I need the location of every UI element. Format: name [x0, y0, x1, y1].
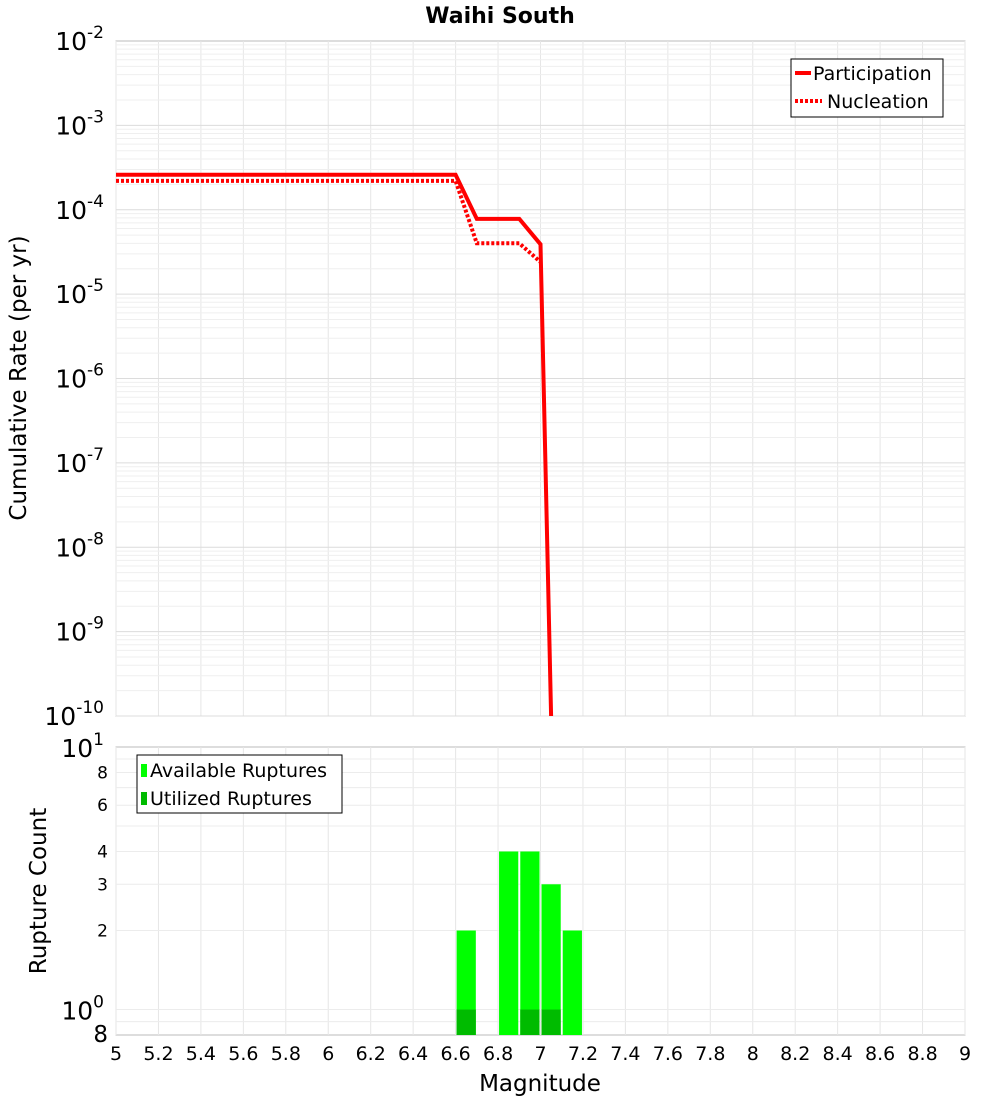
x-tick-label: 5.6 — [228, 1043, 258, 1065]
utilized-bar — [520, 1009, 540, 1035]
available-bar — [520, 851, 540, 1035]
count-y-tick-label: 6 — [97, 796, 108, 816]
x-tick-label: 8.6 — [865, 1043, 895, 1065]
rate-gridlines — [115, 41, 966, 717]
legend-utilized-swatch — [141, 792, 147, 805]
count-y-axis-label: Rupture Count — [26, 808, 52, 974]
x-tick-label: 8.2 — [780, 1043, 810, 1065]
legend-nucleation-label: Nucleation — [827, 91, 929, 113]
rate-y-tick-labels: 10-10 10-9 10-8 10-7 10-6 10-5 10-4 10-3 10-2 — [44, 23, 104, 731]
count-y-tick-label: 100 — [61, 993, 104, 1026]
x-tick-labels: 5 5.2 5.4 5.6 5.8 6 6.2 6.4 6.6 6.8 7 7.2 7.4 7.6 7.8 8… — [110, 1043, 971, 1065]
count-y-tick-label: 101 — [61, 730, 104, 763]
x-tick-label: 6.4 — [398, 1043, 428, 1065]
x-tick-label: 6.2 — [356, 1043, 386, 1065]
rate-y-tick-label: 10-7 — [55, 445, 104, 478]
x-tick-label: 7.8 — [695, 1043, 725, 1065]
available-bar — [456, 930, 476, 1035]
count-y-tick-label: 2 — [97, 922, 108, 942]
chart-title: Waihi South — [425, 4, 575, 29]
count-bars — [456, 851, 582, 1035]
legend-available-swatch — [141, 764, 147, 777]
rate-y-axis-label: Cumulative Rate (per yr) — [6, 235, 32, 520]
count-y-tick-label: 4 — [97, 842, 108, 862]
x-tick-label: 8.8 — [907, 1043, 937, 1065]
x-axis-label: Magnitude — [479, 1071, 601, 1097]
rate-legend: Participation Nucleation — [790, 58, 944, 118]
count-legend: Available Ruptures Utilized Ruptures — [136, 754, 343, 814]
x-tick-label: 8.4 — [823, 1043, 853, 1065]
x-tick-label: 6 — [322, 1043, 334, 1065]
x-tick-label: 7.2 — [568, 1043, 598, 1065]
series-line-nucleation — [116, 178, 542, 264]
x-tick-label: 7.4 — [610, 1043, 640, 1065]
rate-y-tick-label: 10-2 — [55, 23, 104, 56]
count-y-tick-label: 8 — [93, 1022, 108, 1048]
available-bar — [562, 930, 582, 1035]
x-tick-label: 5.2 — [143, 1043, 173, 1065]
x-tick-label: 6.8 — [483, 1043, 513, 1065]
x-tick-label: 7 — [534, 1043, 546, 1065]
legend-participation-label: Participation — [813, 63, 932, 85]
x-tick-label: 8 — [747, 1043, 759, 1065]
rate-y-tick-label: 10-5 — [55, 276, 104, 309]
x-tick-label: 5.8 — [271, 1043, 301, 1065]
utilized-bar — [456, 1009, 476, 1035]
available-bar — [499, 851, 519, 1035]
x-tick-label: 9 — [959, 1043, 971, 1065]
rate-y-tick-label: 10-6 — [55, 361, 104, 394]
rate-y-tick-label: 10-9 — [55, 614, 104, 647]
x-tick-label: 7.6 — [653, 1043, 683, 1065]
legend-available-label: Available Ruptures — [150, 760, 327, 782]
rate-y-tick-label: 10-4 — [55, 192, 104, 225]
count-y-tick-label: 8 — [97, 763, 108, 783]
rate-y-tick-label: 10-10 — [44, 698, 104, 731]
rate-y-tick-label: 10-3 — [55, 107, 104, 140]
count-y-tick-label: 3 — [97, 875, 108, 895]
x-tick-label: 6.6 — [440, 1043, 470, 1065]
x-tick-label: 5 — [110, 1043, 122, 1065]
rate-panel: 10-10 10-9 10-8 10-7 10-6 10-5 10-4 10-3 10-2 Cu… — [6, 23, 966, 731]
series-line-participation — [116, 172, 554, 717]
x-tick-label: 5.4 — [186, 1043, 216, 1065]
count-legend-box — [136, 754, 343, 814]
rate-legend-box — [790, 58, 944, 118]
rate-y-tick-label: 10-8 — [55, 529, 104, 562]
legend-utilized-label: Utilized Ruptures — [150, 788, 312, 810]
available-bar — [541, 884, 561, 1035]
rate-series — [116, 172, 554, 717]
utilized-bar — [541, 1009, 561, 1035]
